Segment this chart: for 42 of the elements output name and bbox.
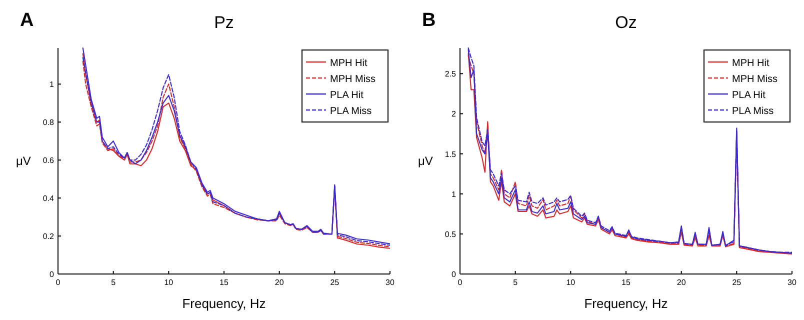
- x-tick-label: 15: [220, 278, 229, 287]
- y-axis-title: μV: [16, 154, 31, 168]
- text: B: [422, 10, 436, 31]
- legend-label: MPH Miss: [330, 74, 376, 85]
- x-tick-label: 25: [330, 278, 340, 287]
- x-tick-label: 10: [164, 278, 174, 287]
- legend-label: MPH Hit: [330, 58, 368, 69]
- legend-label: PLA Hit: [330, 90, 364, 101]
- y-tick-label: 0: [50, 270, 55, 279]
- x-axis-title: Frequency, Hz: [182, 296, 266, 311]
- y-tick-label: 1.5: [444, 150, 457, 159]
- x-tick-label: 0: [458, 278, 463, 287]
- y-axis-title: μV: [418, 154, 433, 168]
- y-tick-label: 1: [50, 80, 55, 90]
- y-tick-label: 0.4: [42, 194, 55, 204]
- chart-title: Pz: [214, 13, 234, 32]
- x-tick-label: 20: [274, 278, 284, 287]
- legend-label: PLA Miss: [330, 106, 372, 117]
- x-tick-label: 10: [566, 278, 576, 287]
- x-tick-label: 25: [732, 278, 742, 287]
- text: A: [20, 10, 34, 31]
- x-tick-label: 5: [111, 278, 116, 287]
- x-tick-label: 15: [622, 278, 631, 287]
- x-tick-label: 0: [56, 278, 61, 287]
- legend-label: MPH Hit: [732, 58, 770, 69]
- y-tick-label: 2.5: [444, 70, 457, 79]
- x-tick-label: 30: [788, 278, 797, 287]
- y-tick-label: 0: [452, 270, 457, 279]
- y-tick-label: 2: [452, 110, 457, 119]
- y-tick-label: 1: [452, 190, 457, 199]
- x-tick-label: 5: [513, 278, 518, 287]
- x-tick-label: 30: [386, 278, 395, 287]
- y-tick-label: 0.2: [42, 232, 55, 242]
- x-tick-label: 20: [676, 278, 686, 287]
- legend-label: PLA Miss: [732, 106, 774, 117]
- y-tick-label: 0.6: [42, 156, 55, 166]
- chart-title: Oz: [615, 13, 637, 32]
- x-axis-title: Frequency, Hz: [584, 296, 668, 311]
- y-tick-label: 0.8: [42, 118, 55, 128]
- legend-label: PLA Hit: [732, 90, 766, 101]
- y-tick-label: 0.5: [444, 230, 457, 239]
- legend-label: MPH Miss: [732, 74, 778, 85]
